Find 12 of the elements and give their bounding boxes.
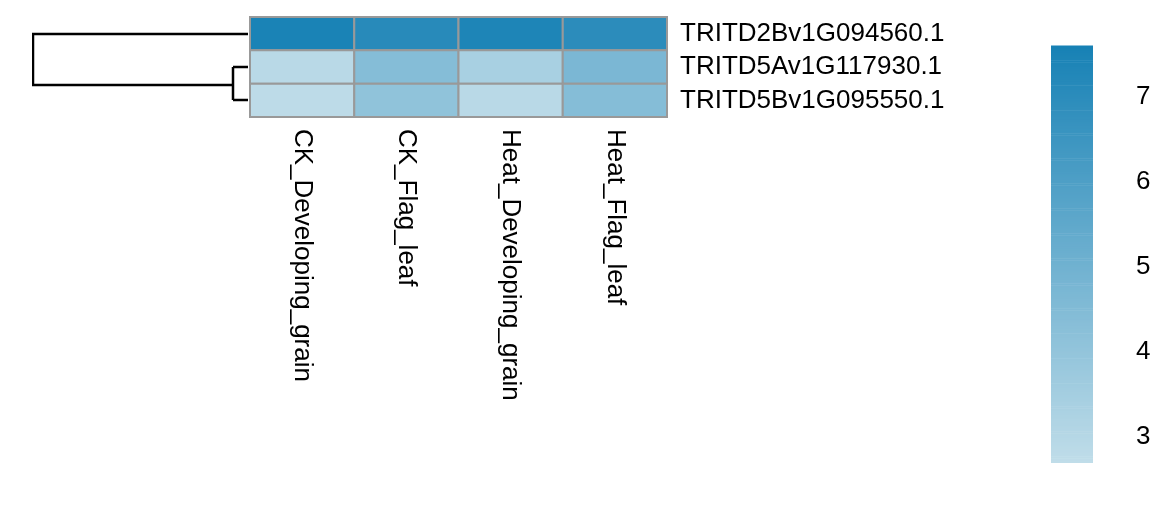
color-bar-label: 4: [1136, 334, 1151, 365]
x-tick-label: CK_Flag_leaf: [393, 129, 424, 288]
y-tick-label: TRITD5Av1G117930.1: [680, 50, 943, 81]
x-tick-label: Heat_Developing_grain: [497, 129, 528, 401]
y-tick-label: TRITD2Bv1G094560.1: [680, 16, 945, 47]
color-bar-label: 6: [1136, 164, 1151, 195]
x-tick-label: Heat_Flag_leaf: [601, 129, 632, 307]
color-bar-label: 3: [1136, 420, 1151, 451]
color-bar-label: 7: [1136, 79, 1151, 110]
color-bar-label: 5: [1136, 249, 1151, 280]
x-tick-label: CK_Developing_grain: [288, 129, 319, 382]
y-tick-label: TRITD5Bv1G095550.1: [680, 83, 945, 114]
